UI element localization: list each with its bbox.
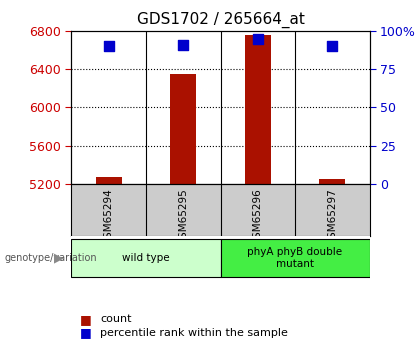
Point bbox=[329, 43, 336, 49]
Text: wild type: wild type bbox=[122, 253, 170, 263]
Text: GSM65295: GSM65295 bbox=[178, 188, 188, 245]
Text: GSM65294: GSM65294 bbox=[104, 188, 114, 245]
Point bbox=[180, 42, 186, 48]
Text: percentile rank within the sample: percentile rank within the sample bbox=[100, 328, 288, 338]
Bar bbox=[245, 35, 271, 184]
FancyBboxPatch shape bbox=[220, 239, 370, 277]
Bar bbox=[96, 177, 122, 184]
Title: GDS1702 / 265664_at: GDS1702 / 265664_at bbox=[136, 12, 304, 28]
Point bbox=[255, 36, 261, 41]
Point bbox=[105, 43, 112, 49]
Text: GSM65296: GSM65296 bbox=[253, 188, 263, 245]
Text: genotype/variation: genotype/variation bbox=[4, 253, 97, 263]
Bar bbox=[170, 74, 196, 184]
Text: phyA phyB double
mutant: phyA phyB double mutant bbox=[247, 247, 343, 269]
Bar bbox=[319, 179, 345, 184]
FancyBboxPatch shape bbox=[71, 239, 220, 277]
Text: ■: ■ bbox=[80, 326, 92, 339]
Text: ▶: ▶ bbox=[54, 252, 63, 265]
Text: count: count bbox=[100, 314, 131, 324]
Text: GSM65297: GSM65297 bbox=[327, 188, 337, 245]
Text: ■: ■ bbox=[80, 313, 92, 326]
